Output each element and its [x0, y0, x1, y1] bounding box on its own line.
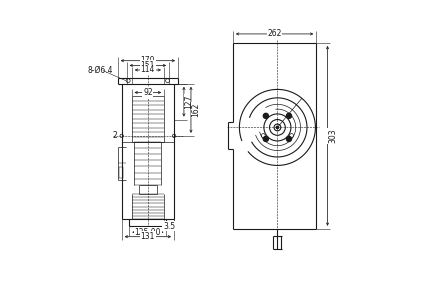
Bar [118, 167, 123, 178]
Text: 114: 114 [141, 65, 155, 74]
Circle shape [287, 136, 291, 142]
Text: 92: 92 [143, 88, 153, 97]
Text: 131: 131 [141, 232, 155, 241]
Circle shape [276, 126, 279, 128]
Circle shape [287, 113, 291, 118]
Circle shape [263, 136, 268, 142]
Text: 125.00: 125.00 [135, 228, 161, 237]
Text: 170: 170 [141, 56, 155, 65]
Text: 8-Ø6.4: 8-Ø6.4 [88, 66, 113, 75]
Text: 2: 2 [112, 131, 117, 140]
Text: 3.5: 3.5 [163, 222, 175, 231]
Text: 151: 151 [141, 61, 155, 70]
Circle shape [263, 113, 268, 118]
Text: 262: 262 [267, 29, 282, 38]
Text: 127: 127 [185, 95, 194, 109]
Text: 162: 162 [191, 103, 201, 117]
Text: 303: 303 [328, 128, 337, 143]
